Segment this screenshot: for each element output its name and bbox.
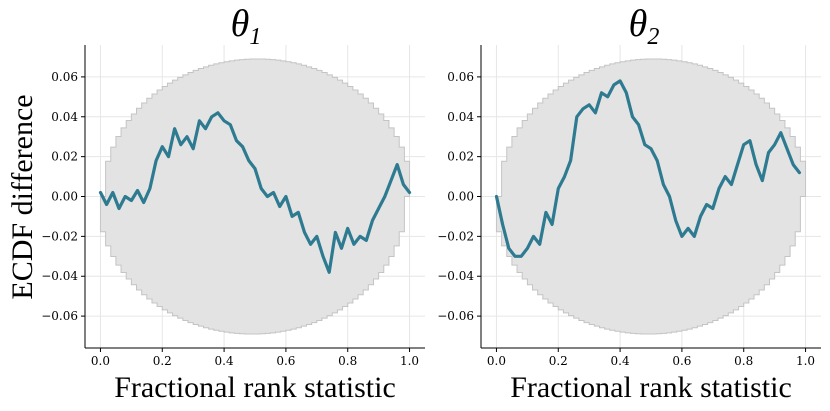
confidence-band [99,58,411,335]
y-tick-label: −0.06 [437,309,474,323]
x-tick-label: 0.6 [276,354,295,368]
x-tick-label: 1.0 [400,354,419,368]
x-tick-label: 0.8 [734,354,753,368]
panel-title-theta1: θ1 [231,3,262,50]
y-tick-label: −0.04 [437,269,474,283]
panel-theta2: θ2 0.0 0.2 0.4 0.6 0.8 1.0 −0.06 −0.04 −0.02 0.00… [437,3,821,404]
x-axis-label-theta2: Fractional rank statistic [510,371,792,404]
x-tick-label: 0.6 [672,354,691,368]
x-tick-label: 0.2 [153,354,172,368]
x-tick-label: 0.2 [549,354,568,368]
panel-theta1: θ1 0.0 0.2 0.4 0.6 0.8 1.0 −0.06 −0.04 −0.02 0.00… [41,3,425,404]
y-tick-label: −0.02 [41,229,78,243]
x-axis-label-theta1: Fractional rank statistic [114,371,396,404]
x-tick-label: 0.0 [487,354,506,368]
y-tick-label: 0.04 [447,110,474,124]
x-tick-label: 0.4 [215,354,234,368]
y-tick-label: −0.02 [437,229,474,243]
panel-title-theta2: θ2 [629,3,660,50]
y-tick-label: 0.02 [447,150,474,164]
confidence-band [495,58,807,335]
y-tick-label: 0.06 [51,70,78,84]
x-tick-label: 1.0 [796,354,815,368]
y-tick-label: 0.06 [447,70,474,84]
y-tick-label: 0.00 [51,190,78,204]
x-tick-label: 0.4 [611,354,630,368]
y-tick-label: −0.06 [41,309,78,323]
x-tick-label: 0.0 [91,354,110,368]
y-axis-label: ECDF difference [6,94,39,299]
y-tick-label: 0.00 [447,190,474,204]
y-tick-label: 0.04 [51,110,78,124]
series-line-theta1-ecdf-difference [98,111,412,274]
y-tick-label: 0.02 [51,150,78,164]
x-tick-label: 0.8 [338,354,357,368]
series-line-theta2-ecdf-difference [494,79,802,258]
y-tick-label: −0.04 [41,269,78,283]
